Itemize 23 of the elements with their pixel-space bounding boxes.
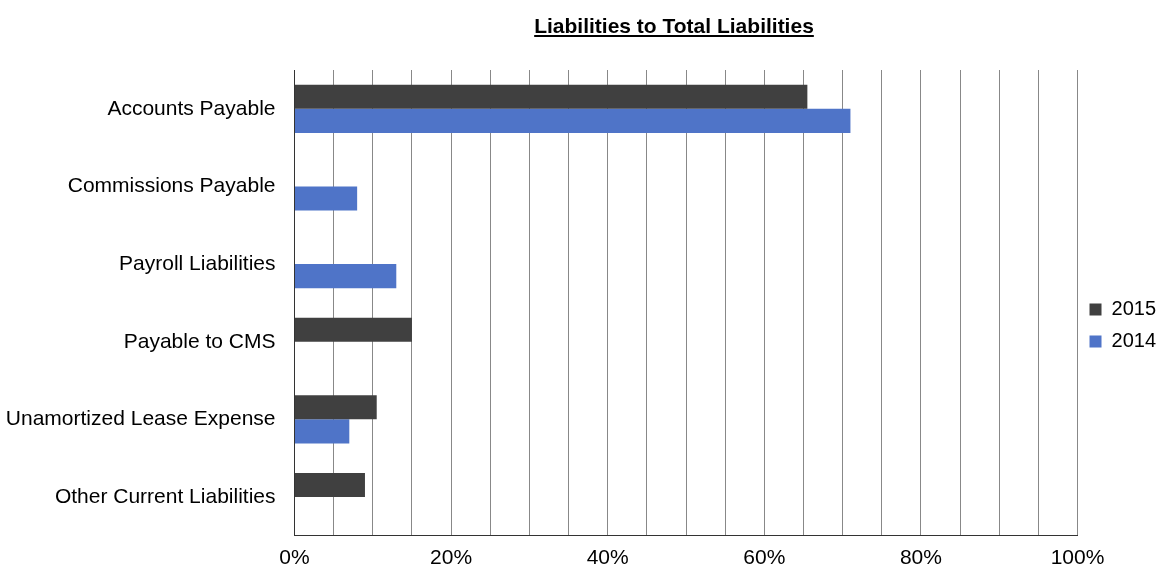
x-tick-label: 60% bbox=[743, 545, 786, 569]
x-tick-label: 20% bbox=[430, 545, 473, 569]
x-tick-label: 0% bbox=[279, 545, 310, 569]
chart-title: Liabilities to Total Liabilities bbox=[533, 13, 815, 39]
legend-label: 2014 bbox=[1111, 329, 1157, 352]
bar bbox=[295, 395, 377, 420]
bar bbox=[295, 472, 365, 497]
y-tick-label: Other Current Liabilities bbox=[54, 483, 276, 507]
bar bbox=[295, 317, 412, 342]
y-tick-label: Payable to CMS bbox=[123, 328, 276, 352]
bar bbox=[295, 108, 851, 133]
y-tick-label: Commissions Payable bbox=[67, 173, 276, 197]
bar bbox=[295, 84, 808, 109]
y-tick-label: Accounts Payable bbox=[107, 95, 276, 119]
bar bbox=[295, 419, 350, 444]
x-tick-label: 40% bbox=[586, 545, 629, 569]
y-tick-label: Payroll Liabilities bbox=[119, 250, 276, 274]
bar bbox=[295, 264, 397, 289]
legend-label: 2015 bbox=[1111, 297, 1157, 320]
bar bbox=[295, 186, 358, 211]
y-tick-label: Unamortized Lease Expense bbox=[5, 406, 276, 430]
x-tick-label: 100% bbox=[1050, 545, 1105, 569]
x-tick-label: 80% bbox=[899, 545, 942, 569]
